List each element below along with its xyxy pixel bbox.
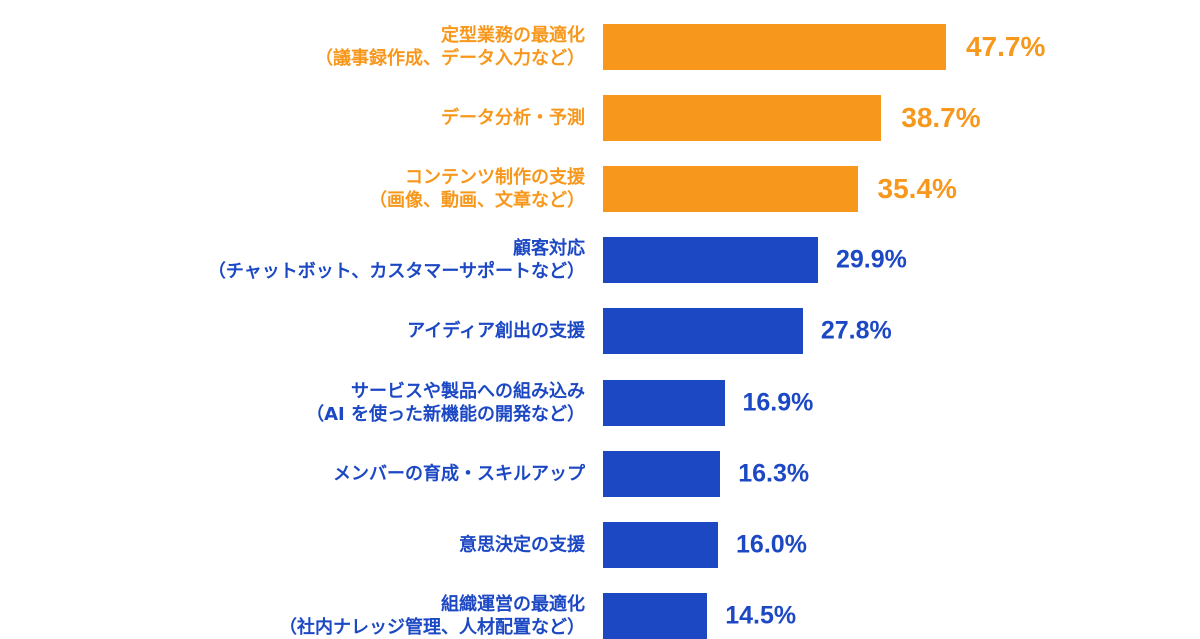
category-label: サービスや製品への組み込み （AI を使った新機能の開発など）: [306, 380, 585, 425]
value-label: 16.9%: [742, 388, 814, 416]
bar: [603, 592, 708, 639]
bar: [603, 308, 803, 355]
category-label: 定型業務の最適化 （議事録作成、データ入力など）: [315, 25, 585, 69]
value-label: 14.5%: [725, 601, 797, 630]
category-label: 組織運営の最適化 （社内ナレッジ管理、人材配置など）: [279, 593, 585, 638]
category-label: コンテンツ制作の支援 （画像、動画、文章など）: [369, 167, 585, 212]
category-label: アイディア創出の支援: [407, 320, 585, 342]
bar: [603, 450, 721, 497]
category-label: メンバーの育成・スキルアップ: [333, 463, 585, 485]
bar: [603, 237, 818, 284]
bar: [603, 166, 858, 213]
category-label: データ分析・予測: [441, 107, 585, 129]
bar: [603, 95, 882, 142]
bar: [603, 379, 725, 426]
value-label: 38.7%: [901, 102, 981, 134]
value-label: 27.8%: [820, 316, 892, 345]
value-label: 29.9%: [835, 245, 907, 274]
category-label: 顧客対応 （チャットボット、カスタマーサポートなど）: [207, 238, 585, 283]
value-label: 16.3%: [738, 459, 810, 488]
value-label: 47.7%: [965, 31, 1046, 62]
value-label: 16.0%: [736, 530, 807, 559]
bar: [603, 24, 946, 70]
bar: [603, 521, 719, 568]
value-label: 35.4%: [877, 173, 957, 205]
category-label: 意思決定の支援: [459, 534, 585, 556]
